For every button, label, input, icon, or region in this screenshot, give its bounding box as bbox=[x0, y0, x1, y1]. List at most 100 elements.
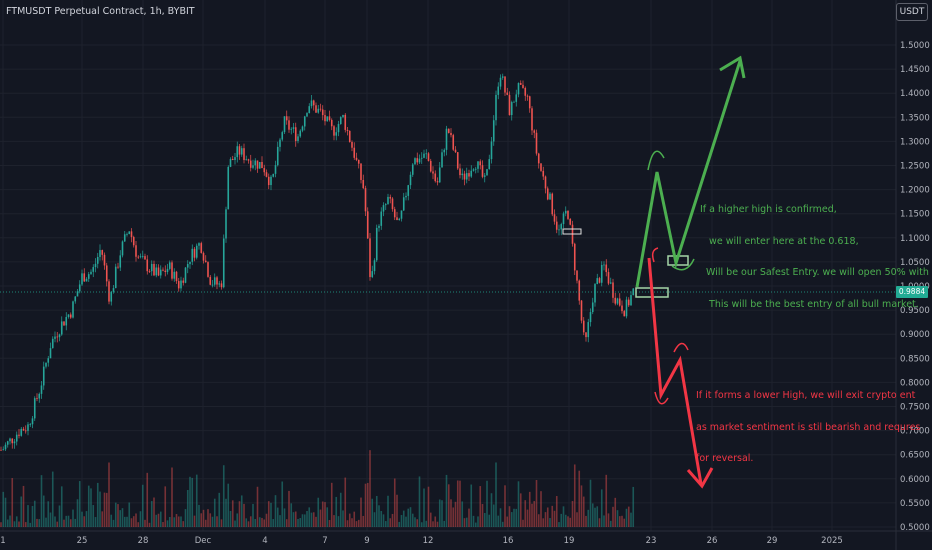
time-axis: 1 25 28 Dec 4 7 9 12 16 19 23 26 29 2025 bbox=[0, 530, 932, 546]
volume-bar bbox=[616, 510, 619, 527]
volume-bar bbox=[474, 522, 477, 527]
volume-bar bbox=[222, 465, 225, 527]
candlestick-series bbox=[0, 73, 635, 451]
candle-body bbox=[15, 434, 18, 442]
volume-bar bbox=[211, 516, 214, 527]
candle-body bbox=[69, 314, 72, 318]
candle-body bbox=[276, 146, 279, 166]
candle-body bbox=[454, 149, 457, 153]
time-tick-label: 16 bbox=[503, 536, 514, 546]
candle-body bbox=[319, 108, 322, 110]
volume-bar bbox=[155, 514, 158, 527]
candle-body bbox=[321, 109, 324, 116]
candle-body bbox=[119, 255, 122, 268]
candle-body bbox=[384, 204, 387, 206]
price-tick-label: 0.5500 bbox=[900, 499, 930, 509]
volume-bar bbox=[272, 519, 275, 527]
time-tick-label: 28 bbox=[138, 536, 149, 546]
candle-body bbox=[90, 271, 92, 275]
volume-bar bbox=[312, 512, 315, 527]
volume-bar bbox=[526, 509, 529, 527]
volume-bar bbox=[283, 508, 286, 527]
volume-bar bbox=[315, 516, 317, 527]
volume-bar bbox=[447, 484, 450, 527]
volume-bar bbox=[600, 489, 603, 527]
volume-bar bbox=[513, 508, 515, 527]
candle-body bbox=[553, 214, 556, 222]
time-tick-label: 12 bbox=[423, 536, 434, 546]
candle-body bbox=[96, 256, 99, 264]
volume-bar bbox=[391, 513, 394, 527]
volume-bar bbox=[587, 509, 590, 527]
volume-bar bbox=[335, 496, 338, 527]
volume-bar bbox=[407, 508, 410, 527]
volume-bar bbox=[553, 510, 556, 527]
candle-body bbox=[351, 141, 353, 148]
candle-body bbox=[81, 273, 83, 285]
volume-bar bbox=[488, 514, 491, 527]
bearish-annotation-line: as market sentiment is stil bearish and … bbox=[696, 421, 921, 433]
volume-bar bbox=[542, 518, 545, 527]
volume-bar bbox=[153, 497, 155, 527]
volume-bar bbox=[402, 510, 405, 527]
candle-body bbox=[22, 428, 25, 431]
candle-body bbox=[301, 126, 304, 131]
volume-bar bbox=[591, 503, 594, 527]
volume-bar bbox=[15, 516, 18, 527]
price-tick-label: 0.9500 bbox=[900, 306, 930, 316]
candle-body bbox=[465, 173, 468, 180]
candle-body bbox=[126, 233, 128, 235]
candle-body bbox=[495, 94, 497, 121]
volume-bar bbox=[238, 501, 241, 527]
price-tick-label: 0.7500 bbox=[900, 403, 930, 413]
candle-body bbox=[528, 96, 531, 109]
candle-body bbox=[396, 217, 398, 221]
price-tick-label: 1.1000 bbox=[900, 234, 930, 244]
candle-body bbox=[315, 105, 317, 113]
candle-body bbox=[49, 348, 52, 359]
candle-body bbox=[121, 241, 124, 256]
candle-body bbox=[373, 260, 376, 272]
volume-bar bbox=[128, 502, 131, 527]
volume-bar bbox=[103, 492, 106, 527]
volume-bar bbox=[69, 519, 72, 527]
candle-body bbox=[348, 130, 351, 142]
volume-bar bbox=[324, 502, 326, 527]
volume-bar bbox=[438, 499, 441, 527]
volume-bar bbox=[432, 521, 434, 527]
volume-bar bbox=[195, 474, 198, 527]
volume-bar bbox=[186, 489, 189, 527]
candle-body bbox=[290, 128, 293, 130]
candle-body bbox=[508, 94, 511, 116]
price-tick-label: 1.1500 bbox=[900, 210, 930, 220]
volume-bar bbox=[101, 511, 104, 527]
volume-bar bbox=[459, 480, 461, 527]
volume-bar bbox=[159, 511, 162, 527]
volume-bar bbox=[576, 512, 578, 527]
candle-body bbox=[72, 301, 74, 318]
volume-bar bbox=[319, 509, 322, 527]
candle-body bbox=[218, 283, 221, 285]
volume-bar bbox=[254, 518, 257, 527]
candle-body bbox=[621, 305, 623, 312]
candle-body bbox=[389, 196, 392, 199]
volume-bar bbox=[384, 521, 387, 527]
candle-body bbox=[141, 256, 144, 257]
candle-body bbox=[483, 175, 486, 177]
candle-body bbox=[504, 76, 506, 93]
candle-body bbox=[83, 273, 86, 282]
volume-bar bbox=[420, 522, 423, 527]
price-tick-label: 0.8000 bbox=[900, 378, 930, 388]
time-tick-label: 26 bbox=[707, 536, 718, 546]
volume-bar bbox=[461, 501, 464, 527]
candle-body bbox=[213, 277, 216, 285]
candle-body bbox=[265, 172, 268, 177]
candle-body bbox=[310, 100, 313, 107]
bearish-arc-3 bbox=[673, 342, 689, 353]
currency-button[interactable]: USDT bbox=[896, 3, 928, 21]
volume-bar bbox=[531, 503, 533, 527]
volume-bar bbox=[240, 495, 243, 527]
candle-body bbox=[324, 115, 326, 122]
candle-body bbox=[267, 176, 270, 186]
